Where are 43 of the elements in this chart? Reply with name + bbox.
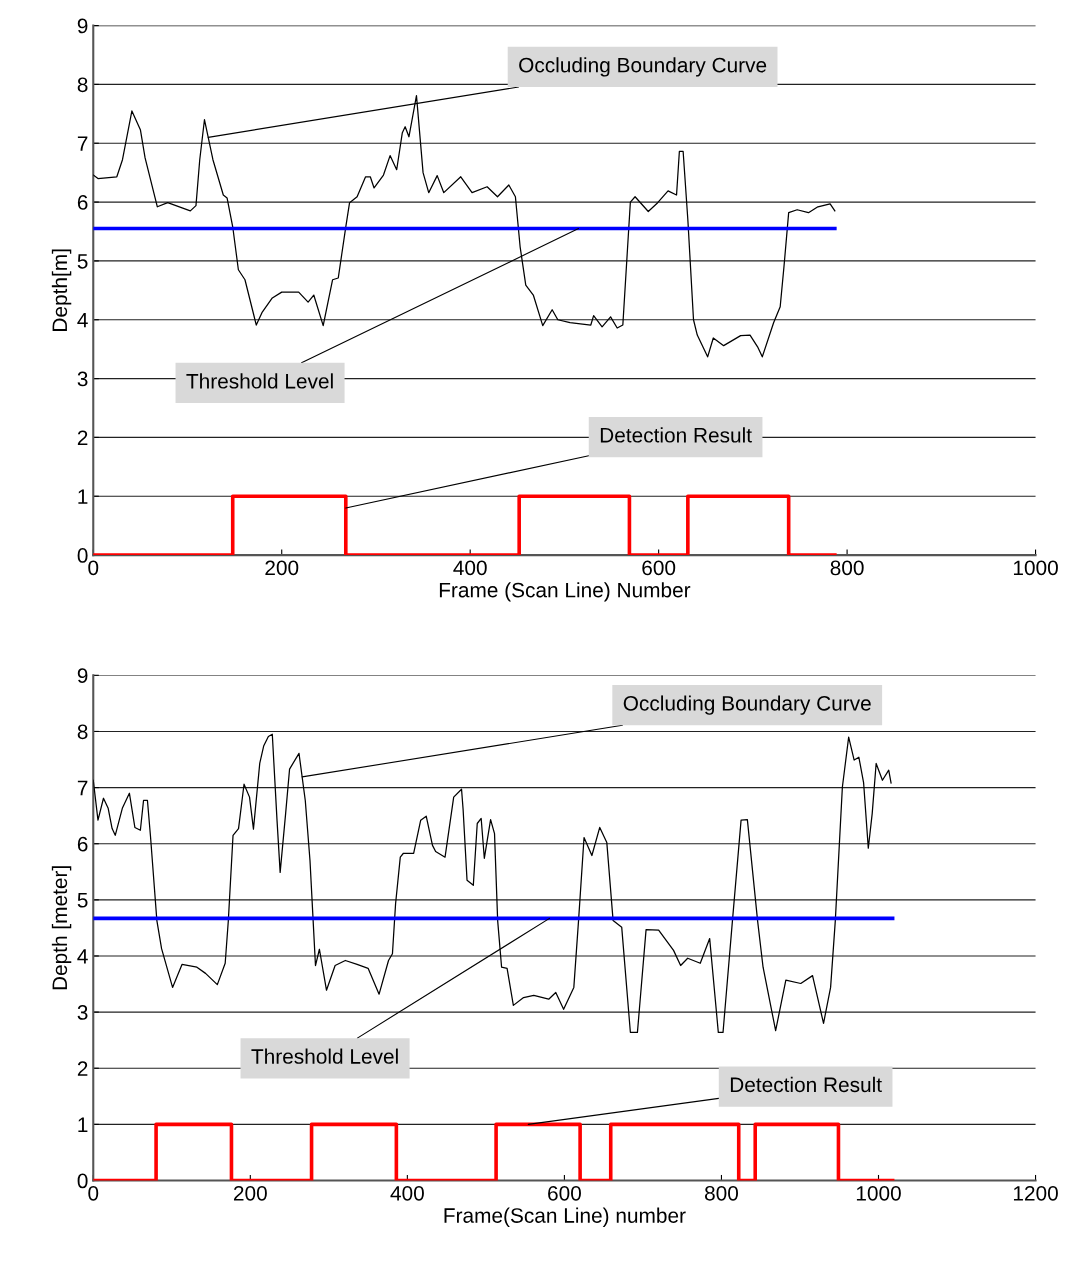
x-tick-label: 600 (642, 560, 676, 576)
y-tick-label: 6 (77, 195, 88, 210)
x-tick-label: 400 (453, 560, 487, 576)
y-tick-label: 9 (77, 18, 88, 34)
x-tick-label: 400 (390, 1185, 424, 1201)
annotation: Occluding Boundary Curve (519, 57, 767, 77)
y-axis-title: Depth[m] (51, 249, 72, 331)
x-axis-title: Frame (Scan Line) Number (439, 582, 691, 602)
y-tick-label: 0 (77, 1173, 88, 1189)
x-tick-label: 600 (548, 1185, 581, 1201)
x-tick-label: 200 (265, 560, 299, 576)
x-tick-label: 200 (233, 1185, 267, 1201)
y-tick-label: 1 (78, 489, 88, 504)
y-tick-label: 1 (78, 1117, 88, 1132)
x-tick-label: 0 (88, 1185, 99, 1201)
x-tick-label: 800 (830, 560, 864, 576)
y-axis-title: Depth [meter] (51, 866, 72, 990)
y-tick-label: 5 (77, 893, 88, 908)
y-tick-label: 7 (77, 136, 88, 151)
x-tick-label: 1000 (1013, 560, 1058, 576)
y-tick-label: 9 (77, 668, 88, 684)
y-tick-label: 0 (77, 548, 88, 563)
y-tick-label: 4 (77, 949, 88, 964)
y-tick-label: 2 (77, 1061, 88, 1076)
annotation: Occluding Boundary Curve (623, 695, 871, 715)
y-tick-label: 7 (77, 780, 88, 796)
y-tick-label: 3 (77, 371, 88, 387)
x-tick-label: 0 (88, 560, 99, 576)
y-tick-label: 2 (77, 430, 88, 445)
y-tick-label: 8 (77, 724, 88, 740)
x-axis-title: Frame(Scan Line) number (444, 1207, 686, 1227)
x-tick-label: 800 (704, 1185, 739, 1201)
y-tick-label: 6 (77, 836, 88, 852)
annotation: Threshold Level (186, 373, 333, 389)
annotation: Threshold Level (251, 1048, 398, 1064)
y-tick-label: 5 (77, 254, 88, 269)
y-tick-label: 8 (77, 77, 88, 93)
y-tick-label: 4 (77, 312, 88, 328)
x-tick-label: 1200 (1013, 1185, 1058, 1201)
annotation: Detection Result (730, 1076, 882, 1093)
y-tick-label: 3 (77, 1005, 88, 1020)
annotation: Detection Result (600, 427, 752, 443)
x-tick-label: 1000 (856, 1185, 901, 1201)
